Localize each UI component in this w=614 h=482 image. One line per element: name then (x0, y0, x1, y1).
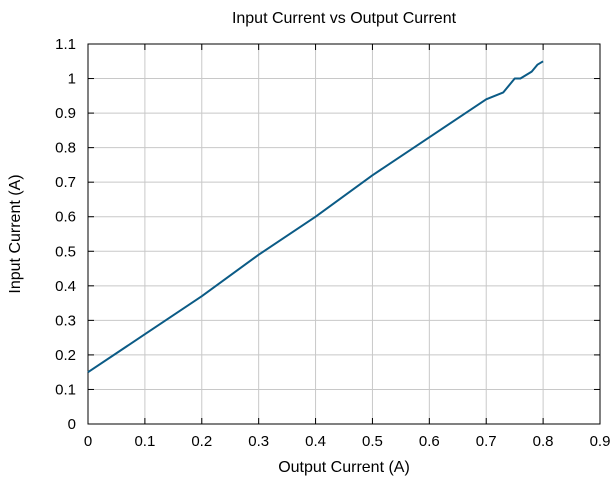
x-tick-label: 0.1 (134, 433, 155, 450)
axis-ticks (88, 44, 600, 424)
x-tick-label: 0.4 (305, 433, 326, 450)
y-tick-label: 1.1 (55, 36, 76, 53)
x-tick-label: 0.5 (362, 433, 383, 450)
y-axis-label: Input Current (A) (7, 174, 24, 293)
y-tick-label: 0.7 (55, 174, 76, 191)
x-tick-label: 0.9 (590, 433, 611, 450)
x-tick-label: 0.6 (419, 433, 440, 450)
x-axis-label: Output Current (A) (278, 459, 410, 476)
y-tick-label: 0.5 (55, 243, 76, 260)
x-tick-label: 0.8 (533, 433, 554, 450)
y-tick-label: 0.8 (55, 140, 76, 157)
x-tick-label: 0 (84, 433, 92, 450)
y-tick-label: 0.1 (55, 381, 76, 398)
y-tick-label: 1 (68, 71, 76, 88)
x-tick-label: 0.7 (476, 433, 497, 450)
y-tick-label: 0.6 (55, 209, 76, 226)
y-tick-label: 0.3 (55, 312, 76, 329)
plot-frame (88, 44, 600, 424)
y-tick-label: 0.9 (55, 105, 76, 122)
x-tick-labels: 0 0.1 0.2 0.3 0.4 0.5 0.6 0.7 0.8 0.9 (84, 433, 611, 450)
grid (88, 44, 600, 424)
y-tick-label: 0.4 (55, 278, 76, 295)
chart-title: Input Current vs Output Current (232, 10, 457, 27)
y-tick-label: 0.2 (55, 347, 76, 364)
y-tick-labels: 0 0.1 0.2 0.3 0.4 0.5 0.6 0.7 0.8 0.9 1 1.1 (55, 36, 76, 433)
x-tick-label: 0.3 (248, 433, 269, 450)
y-tick-label: 0 (68, 416, 76, 433)
x-tick-label: 0.2 (191, 433, 212, 450)
